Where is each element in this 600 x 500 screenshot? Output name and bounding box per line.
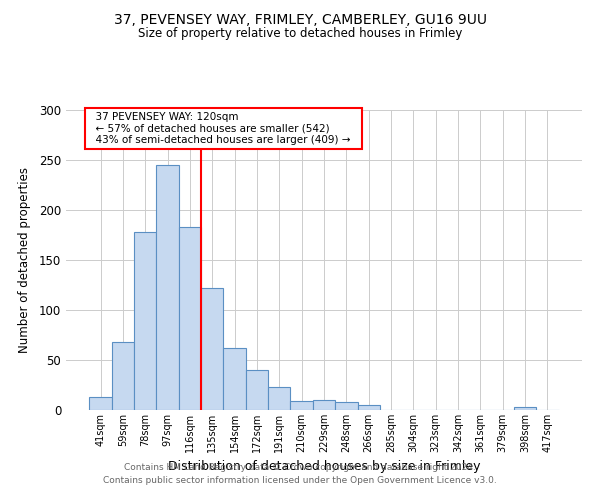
Bar — [335, 402, 358, 410]
Bar — [112, 342, 134, 410]
X-axis label: Distribution of detached houses by size in Frimley: Distribution of detached houses by size … — [168, 460, 480, 473]
Text: 37 PEVENSEY WAY: 120sqm  
  ← 57% of detached houses are smaller (542)  
  43% o: 37 PEVENSEY WAY: 120sqm ← 57% of detache… — [89, 112, 358, 145]
Text: Size of property relative to detached houses in Frimley: Size of property relative to detached ho… — [138, 28, 462, 40]
Text: 37, PEVENSEY WAY, FRIMLEY, CAMBERLEY, GU16 9UU: 37, PEVENSEY WAY, FRIMLEY, CAMBERLEY, GU… — [113, 12, 487, 26]
Bar — [134, 232, 157, 410]
Bar — [223, 348, 246, 410]
Bar — [268, 387, 290, 410]
Bar — [246, 370, 268, 410]
Bar — [358, 405, 380, 410]
Text: Contains public sector information licensed under the Open Government Licence v3: Contains public sector information licen… — [103, 476, 497, 485]
Bar — [290, 401, 313, 410]
Bar — [179, 227, 201, 410]
Bar — [89, 397, 112, 410]
Bar — [201, 288, 223, 410]
Y-axis label: Number of detached properties: Number of detached properties — [17, 167, 31, 353]
Bar — [157, 165, 179, 410]
Bar — [514, 407, 536, 410]
Bar — [313, 400, 335, 410]
Text: Contains HM Land Registry data © Crown copyright and database right 2024.: Contains HM Land Registry data © Crown c… — [124, 464, 476, 472]
